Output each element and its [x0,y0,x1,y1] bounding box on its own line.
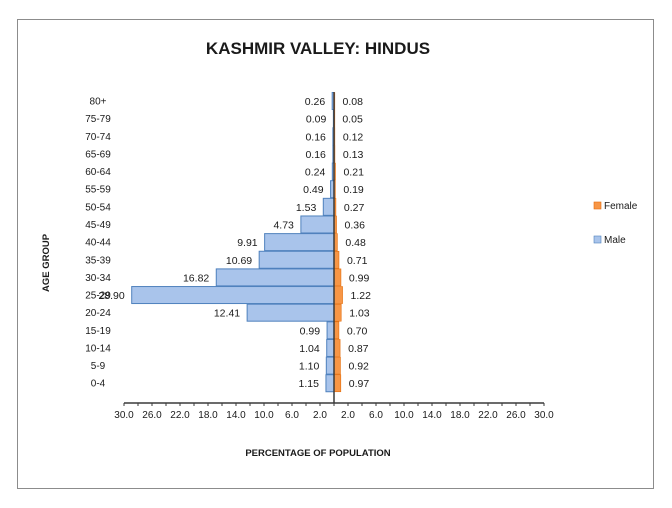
female-data-label: 0.71 [347,255,368,267]
y-tick-label: 5-9 [91,361,106,372]
male-data-label: 0.09 [306,114,327,126]
male-data-label: 0.16 [305,149,326,161]
chart-frame: KASHMIR VALLEY: HINDUS AGE GROUP PERCENT… [17,19,654,489]
legend-swatch [593,235,602,244]
female-data-label: 0.48 [345,237,366,249]
female-bar [333,374,342,393]
male-data-label: 1.10 [299,361,320,373]
y-tick-label: 40-44 [85,238,111,249]
male-bar [325,356,335,375]
male-data-label: 10.69 [226,255,252,267]
male-data-label: 0.16 [305,131,326,143]
x-tick-label: 22.0 [478,410,498,421]
female-data-label: 0.70 [347,325,368,337]
male-bar [322,197,335,216]
female-data-label: 0.97 [349,378,370,390]
female-data-label: 0.08 [343,96,364,108]
y-tick-label: 30-34 [85,273,111,284]
female-bar [333,356,341,375]
y-tick-label: 20-24 [85,308,111,319]
female-data-label: 0.13 [343,149,364,161]
male-data-label: 1.53 [296,202,317,214]
y-tick-label: 80+ [90,97,107,108]
male-data-label: 0.49 [303,184,324,196]
chart-title: KASHMIR VALLEY: HINDUS [206,39,430,58]
x-tick-label: 10.0 [254,410,274,421]
female-data-label: 1.03 [349,308,370,320]
male-bar [325,374,335,393]
female-bar [333,286,343,304]
y-axis-title: AGE GROUP [41,233,52,292]
male-bar [264,233,335,252]
male-data-label: 16.82 [183,272,209,284]
male-bar [246,303,335,322]
female-data-label: 0.87 [348,343,369,355]
legend-label: Male [604,235,626,246]
legend: Female Male [593,201,638,246]
y-tick-label: 60-64 [85,167,111,178]
female-bar [333,339,341,357]
male-data-label: 0.99 [300,325,321,337]
male-bar [300,215,335,234]
x-tick-label: 6.0 [285,410,299,421]
x-tick-label: 18.0 [198,410,218,421]
x-tick-label: 14.0 [226,410,246,421]
y-tick-label: 50-54 [85,202,111,213]
female-bar [333,303,342,322]
female-data-label: 0.19 [343,184,364,196]
x-tick-label: 26.0 [506,410,526,421]
x-tick-label: 6.0 [369,410,383,421]
y-tick-label: 45-49 [85,220,111,231]
male-data-label: 9.91 [237,237,258,249]
x-tick-label: 2.0 [313,410,327,421]
male-data-label: 1.04 [299,343,320,355]
x-tick-label: 14.0 [422,410,442,421]
female-data-label: 0.12 [343,131,364,143]
male-bar [326,338,335,357]
y-tick-label: 65-69 [85,149,111,160]
population-pyramid-chart: KASHMIR VALLEY: HINDUS AGE GROUP PERCENT… [41,39,638,459]
x-tick-label: 18.0 [450,410,470,421]
x-tick-label: 2.0 [341,410,355,421]
female-bar [333,268,342,287]
male-bar [215,268,335,287]
legend-label: Female [604,201,638,212]
female-data-label: 0.21 [343,167,364,179]
x-tick-label: 26.0 [142,410,162,421]
y-tick-label: 70-74 [85,132,111,143]
female-data-label: 0.27 [344,202,365,214]
female-data-label: 1.22 [351,290,372,302]
plot-area: 80+ 0.26 0.08 75-79 0.09 0.05 70-74 0.16 0.12 65-… [85,92,554,421]
y-tick-label: 55-59 [85,185,111,196]
y-tick-label: 75-79 [85,114,111,125]
male-data-label: 1.15 [299,378,320,390]
y-tick-label: 15-19 [85,326,111,337]
female-data-label: 0.05 [342,114,363,126]
female-data-label: 0.36 [345,219,366,231]
x-axis-title: PERCENTAGE OF POPULATION [245,448,390,459]
y-tick-label: 10-14 [85,343,111,354]
y-tick-label: 0-4 [91,379,106,390]
female-data-label: 0.92 [348,361,369,373]
legend-swatch [593,201,602,210]
x-tick-label: 30.0 [114,410,134,421]
male-data-label: 0.26 [305,96,326,108]
x-tick-label: 10.0 [394,410,414,421]
y-tick-label: 25-29 [85,291,111,302]
male-data-label: 28.90 [98,290,124,302]
male-bar [258,250,335,269]
male-bar [131,286,335,305]
y-tick-label: 35-39 [85,255,111,266]
male-data-label: 12.41 [214,308,240,320]
x-tick-label: 30.0 [534,410,554,421]
male-bar [326,321,335,340]
male-data-label: 4.73 [273,219,294,231]
x-tick-label: 22.0 [170,410,190,421]
male-data-label: 0.24 [305,167,326,179]
female-data-label: 0.99 [349,272,370,284]
